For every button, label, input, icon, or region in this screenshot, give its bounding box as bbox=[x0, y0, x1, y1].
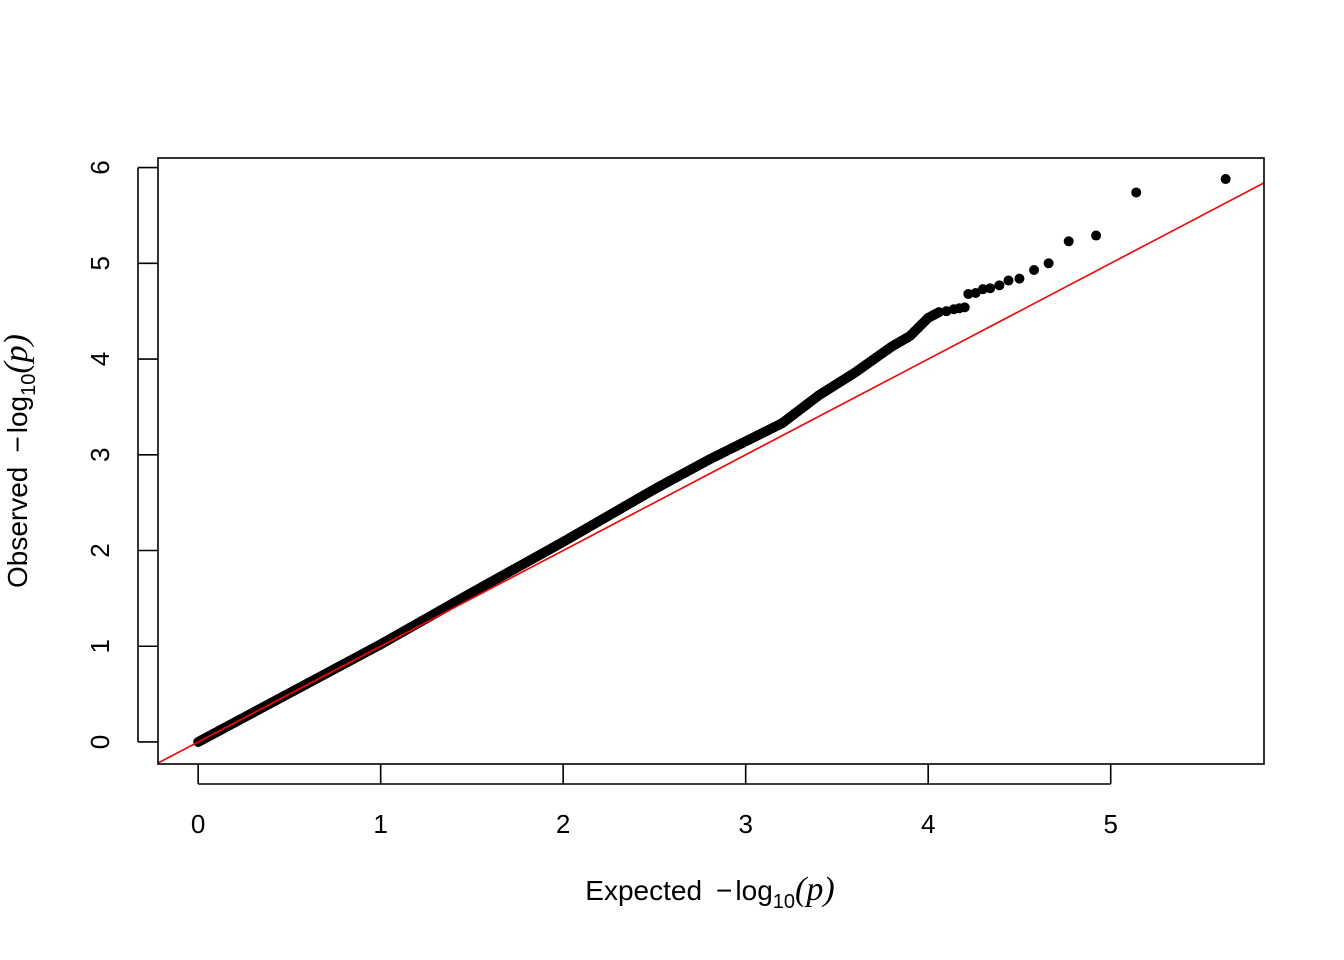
y-tick-label: 1 bbox=[85, 639, 115, 653]
data-point bbox=[959, 302, 970, 313]
x-tick-label: 1 bbox=[373, 809, 387, 839]
x-axis-label-minus: − bbox=[716, 875, 732, 906]
reference-line bbox=[158, 182, 1264, 764]
y-tick-label: 0 bbox=[85, 735, 115, 749]
data-point bbox=[1091, 230, 1102, 241]
data-point bbox=[1014, 273, 1025, 284]
y-axis-label-base: 10 bbox=[18, 374, 40, 396]
data-point bbox=[1003, 275, 1014, 286]
data-point bbox=[994, 280, 1005, 291]
y-tick-label: 4 bbox=[85, 352, 115, 366]
y-axis-label: Observed−log10(p) bbox=[0, 334, 40, 588]
y-axis-label-minus: − bbox=[2, 436, 33, 452]
x-axis-label-prefix: Expected bbox=[585, 875, 702, 906]
plot-frame bbox=[157, 157, 1265, 765]
data-points bbox=[193, 174, 1231, 747]
x-tick-label: 4 bbox=[921, 809, 935, 839]
y-axis: 0 1 2 3 4 5 6 bbox=[85, 160, 158, 749]
y-axis-label-prefix: Observed bbox=[2, 467, 33, 588]
y-tick-label: 3 bbox=[85, 448, 115, 462]
x-tick-label: 0 bbox=[191, 809, 205, 839]
x-axis-label-base: 10 bbox=[773, 891, 795, 913]
y-axis-label-log: log bbox=[2, 396, 33, 433]
data-point bbox=[977, 284, 988, 295]
x-tick-label: 2 bbox=[556, 809, 570, 839]
data-point bbox=[1220, 174, 1231, 185]
data-point bbox=[985, 283, 996, 294]
x-axis-label-var: p bbox=[804, 871, 823, 908]
data-point bbox=[1063, 236, 1074, 247]
data-point bbox=[963, 288, 974, 299]
data-point bbox=[934, 307, 945, 318]
x-axis-label: Expected − log10(p) bbox=[585, 871, 834, 913]
x-axis: 0 1 2 3 4 5 bbox=[191, 764, 1118, 839]
x-tick-label: 3 bbox=[738, 809, 752, 839]
x-axis-label-log: log bbox=[735, 875, 772, 906]
data-point bbox=[1131, 187, 1142, 198]
x-tick-label: 5 bbox=[1103, 809, 1117, 839]
data-point bbox=[1029, 265, 1040, 276]
y-tick-label: 5 bbox=[85, 256, 115, 270]
data-point bbox=[1043, 258, 1054, 269]
y-axis-label-var: p bbox=[0, 345, 35, 364]
y-tick-label: 6 bbox=[85, 160, 115, 174]
y-tick-label: 2 bbox=[85, 543, 115, 557]
